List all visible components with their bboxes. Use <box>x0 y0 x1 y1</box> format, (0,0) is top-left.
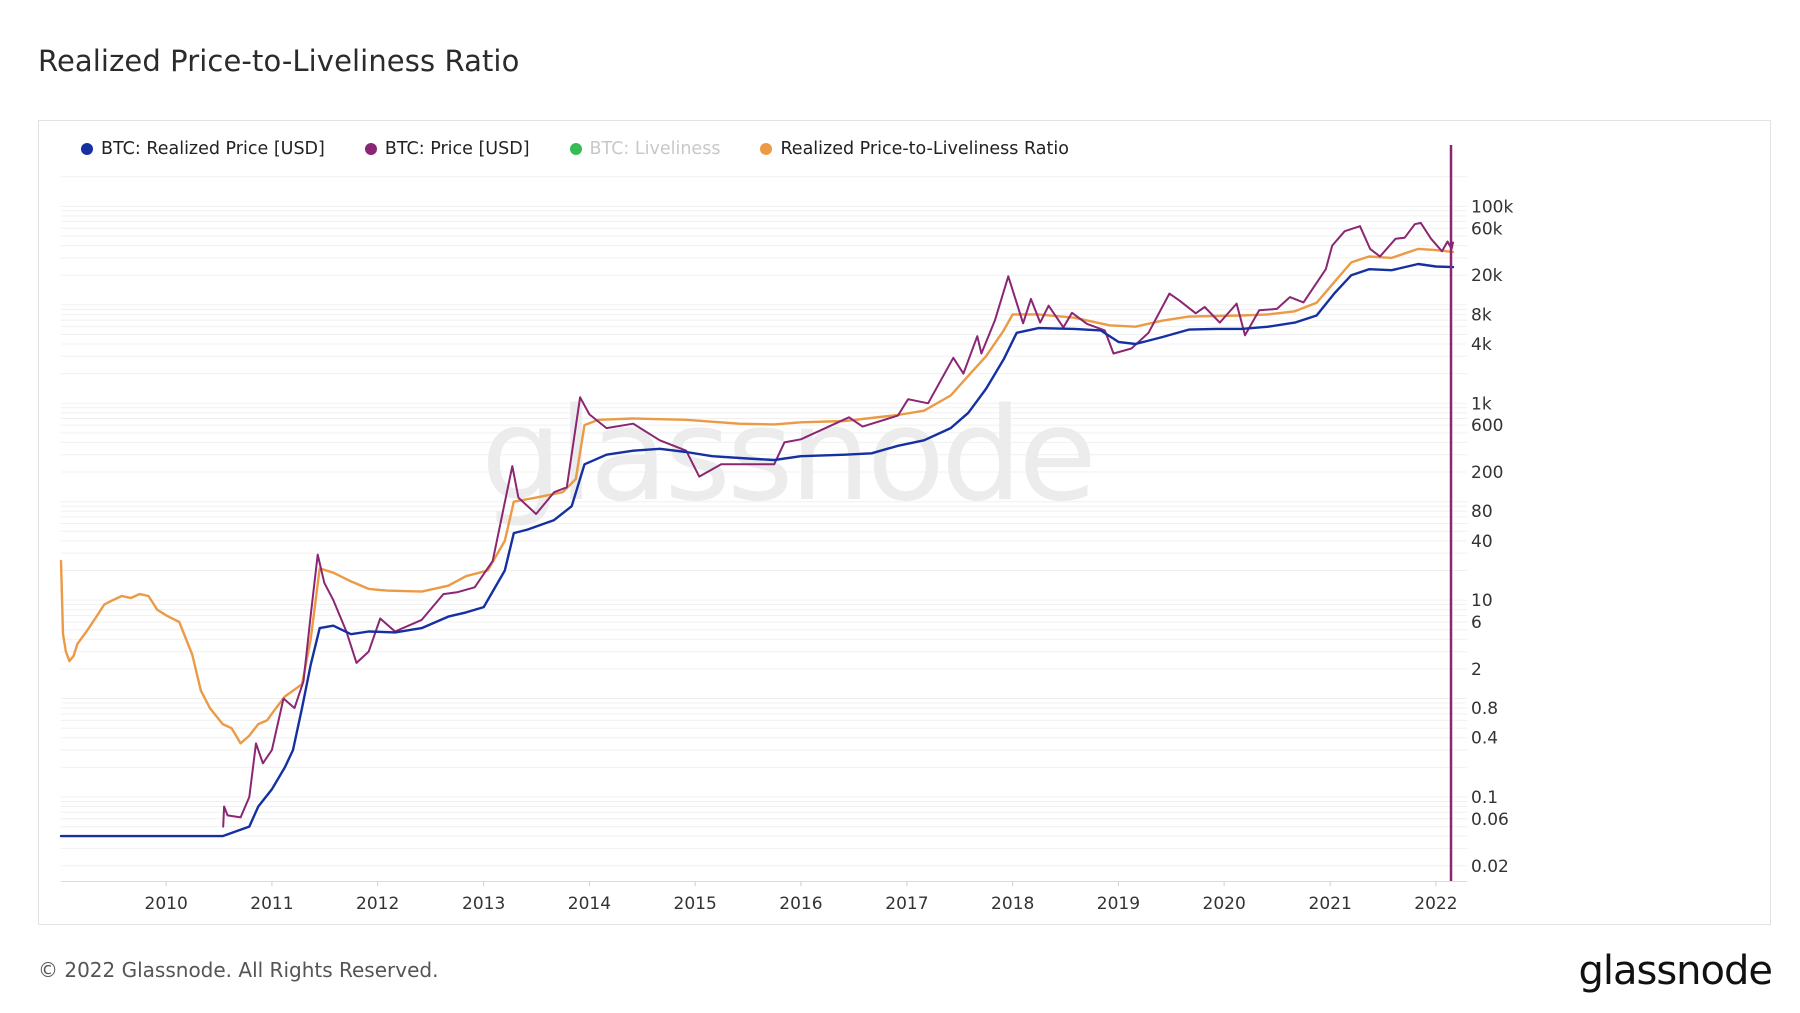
legend-label: BTC: Realized Price [USD] <box>101 139 325 159</box>
x-tick-label: 2018 <box>991 894 1034 914</box>
brand-logo[interactable]: glassnode <box>1578 948 1773 994</box>
x-tick-label: 2011 <box>250 894 293 914</box>
series-line-0 <box>59 262 1455 838</box>
x-tick-label: 2022 <box>1414 894 1457 914</box>
y-tick-label: 40 <box>1471 532 1493 552</box>
y-tick-label: 100k <box>1471 197 1513 217</box>
legend-label: BTC: Liveliness <box>589 139 721 159</box>
y-tick-label: 8k <box>1471 305 1492 325</box>
y-tick-label: 6 <box>1471 613 1482 633</box>
y-tick-label: 20k <box>1471 266 1503 286</box>
legend-dot-icon <box>760 143 773 155</box>
y-tick-label: 0.4 <box>1471 729 1498 749</box>
x-tick-label: 2020 <box>1203 894 1246 914</box>
x-tick-label: 2019 <box>1097 894 1140 914</box>
watermark-text: glassnode <box>481 381 1093 530</box>
y-tick-label: 10 <box>1471 591 1493 611</box>
chart-panel: BTC: Realized Price [USD] BTC: Price [USD… <box>38 120 1771 925</box>
legend-label: Realized Price-to-Liveliness Ratio <box>780 139 1069 159</box>
series-line-3 <box>59 247 1455 745</box>
series-line-1 <box>222 221 1454 828</box>
chart-title: Realized Price-to-Liveliness Ratio <box>38 44 520 78</box>
x-tick-label: 2013 <box>462 894 505 914</box>
legend-dot-icon <box>569 143 582 155</box>
y-tick-label: 80 <box>1471 502 1493 522</box>
legend-item-2[interactable]: BTC: Liveliness <box>569 139 721 159</box>
y-tick-label: 2 <box>1471 660 1482 680</box>
legend-label: BTC: Price [USD] <box>384 139 530 159</box>
y-tick-label: 60k <box>1471 219 1503 239</box>
y-tick-label: 0.1 <box>1471 788 1498 808</box>
x-tick-label: 2021 <box>1309 894 1352 914</box>
chart-plot[interactable]: glassnode100k60k20k8k4k1k600200804010620… <box>39 121 1772 926</box>
x-tick-label: 2012 <box>356 894 399 914</box>
legend-item-0[interactable]: BTC: Realized Price [USD] <box>81 139 325 159</box>
legend-item-1[interactable]: BTC: Price [USD] <box>364 139 530 159</box>
x-tick-label: 2015 <box>674 894 717 914</box>
y-tick-label: 0.02 <box>1471 857 1509 877</box>
y-tick-label: 600 <box>1471 416 1503 436</box>
legend-dot-icon <box>364 143 377 155</box>
x-tick-label: 2014 <box>568 894 611 914</box>
y-tick-label: 0.8 <box>1471 699 1498 719</box>
legend-item-3[interactable]: Realized Price-to-Liveliness Ratio <box>760 139 1069 159</box>
copyright-text: © 2022 Glassnode. All Rights Reserved. <box>38 958 439 982</box>
y-tick-label: 1k <box>1471 394 1492 414</box>
x-tick-label: 2016 <box>779 894 822 914</box>
y-tick-label: 4k <box>1471 335 1492 355</box>
legend-dot-icon <box>81 143 93 155</box>
chart-legend: BTC: Realized Price [USD] BTC: Price [USD… <box>81 139 1109 159</box>
x-tick-label: 2010 <box>145 894 188 914</box>
y-tick-label: 200 <box>1471 463 1503 483</box>
x-tick-label: 2017 <box>885 894 928 914</box>
y-tick-label: 0.06 <box>1471 810 1509 830</box>
